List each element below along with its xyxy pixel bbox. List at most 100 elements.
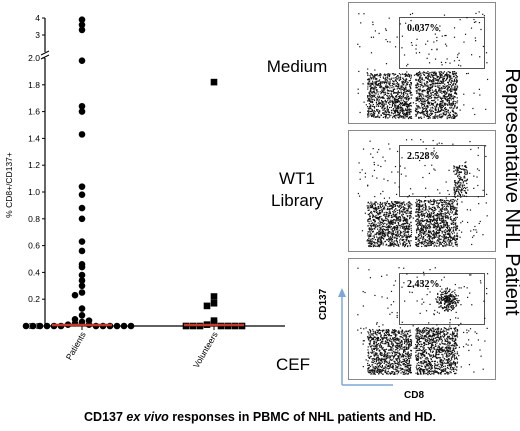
facs-dot	[375, 242, 377, 244]
facs-dot	[368, 242, 370, 244]
facs-dot	[424, 242, 426, 244]
facs-dot	[446, 223, 448, 225]
facs-dot	[423, 227, 425, 229]
facs-dot	[387, 234, 389, 236]
facs-dot	[395, 92, 397, 94]
facs-dot	[448, 85, 450, 87]
facs-dot	[437, 240, 440, 242]
facs-dot	[485, 52, 488, 54]
facs-dot	[390, 236, 392, 238]
facs-dot	[434, 71, 436, 73]
facs-dot	[449, 233, 451, 235]
facs-dot	[393, 86, 395, 88]
facs-dot	[408, 74, 411, 76]
facs-dot	[448, 95, 450, 97]
facs-dot	[440, 214, 442, 216]
facs-dot	[441, 217, 443, 219]
facs-dot	[411, 44, 413, 46]
facs-dot	[406, 115, 408, 117]
facs-dot	[477, 184, 479, 187]
facs-dot	[404, 229, 407, 231]
facs-dot	[384, 348, 386, 351]
facs-dot	[407, 202, 409, 204]
facs-dot	[410, 115, 412, 118]
facs-dot	[451, 199, 453, 201]
facs-dot	[436, 226, 439, 229]
facs-dot	[444, 244, 446, 246]
facs-dot	[397, 90, 400, 92]
facs-dot	[451, 240, 453, 242]
facs-dot	[434, 214, 436, 216]
facs-dot	[368, 227, 371, 229]
facs-dot	[408, 240, 410, 242]
facs-dot	[389, 73, 391, 75]
facs-dot	[384, 116, 386, 118]
facs-dot	[431, 206, 434, 209]
facs-dot	[396, 76, 398, 78]
facs-dot	[372, 345, 374, 347]
facs-dot	[445, 235, 447, 238]
facs-dot	[431, 240, 434, 242]
facs-dot	[470, 27, 473, 29]
facs-dot	[444, 104, 446, 106]
facs-dot	[372, 76, 374, 78]
facs-dot	[409, 202, 411, 204]
facs-dot	[420, 201, 422, 203]
facs-dot	[438, 226, 440, 228]
facs-dot	[456, 167, 458, 169]
facs-dot	[407, 347, 409, 349]
facs-dot	[376, 339, 379, 341]
facs-dot	[385, 81, 387, 83]
facs-dot	[385, 215, 387, 217]
facs-dot	[456, 236, 459, 238]
facs-dot	[427, 97, 430, 99]
facs-dot	[409, 216, 411, 218]
facs-dot	[384, 234, 387, 237]
facs-dot	[434, 207, 436, 210]
facs-dot	[432, 84, 434, 86]
facs-dot	[443, 203, 445, 206]
facs-dot	[433, 233, 435, 236]
facs-dot	[381, 218, 383, 220]
facs-dot	[447, 206, 449, 208]
facs-dot	[418, 106, 420, 108]
facs-dot	[438, 202, 440, 205]
facs-dot	[428, 235, 431, 237]
facs-dot	[410, 78, 412, 80]
facs-dot	[449, 211, 451, 213]
facs-dot	[404, 348, 406, 350]
facs-dot	[389, 205, 391, 207]
facs-dot	[382, 228, 385, 230]
facs-dot	[459, 175, 461, 177]
facs-dot	[389, 224, 391, 226]
facs-dot	[404, 346, 406, 348]
facs-dot	[424, 199, 426, 202]
facs-dot	[439, 91, 441, 93]
facs-dot	[378, 240, 380, 242]
facs-dot	[407, 368, 409, 370]
facs-dot	[370, 205, 372, 207]
facs-dot	[393, 210, 395, 212]
facs-dot	[371, 110, 373, 113]
facs-dot	[388, 90, 390, 92]
facs-dot	[417, 104, 419, 107]
facs-dot	[380, 87, 382, 89]
facs-dot	[374, 347, 376, 349]
facs-dot	[409, 369, 411, 371]
facs-dot	[384, 88, 386, 90]
facs-dot	[427, 73, 430, 75]
facs-dot	[456, 168, 458, 170]
facs-dot	[443, 208, 446, 210]
facs-dot	[416, 215, 418, 217]
facs-dot	[438, 82, 441, 84]
facs-dot	[450, 97, 452, 99]
facs-dot	[440, 212, 442, 214]
facs-dot	[456, 210, 458, 212]
facs-dot	[451, 236, 453, 239]
facs-dot	[379, 228, 381, 230]
facs-dot	[402, 224, 404, 226]
facs-dot	[380, 243, 382, 245]
facs-dot	[397, 111, 400, 114]
facs-dot	[377, 245, 379, 247]
facs-dot	[409, 340, 412, 343]
